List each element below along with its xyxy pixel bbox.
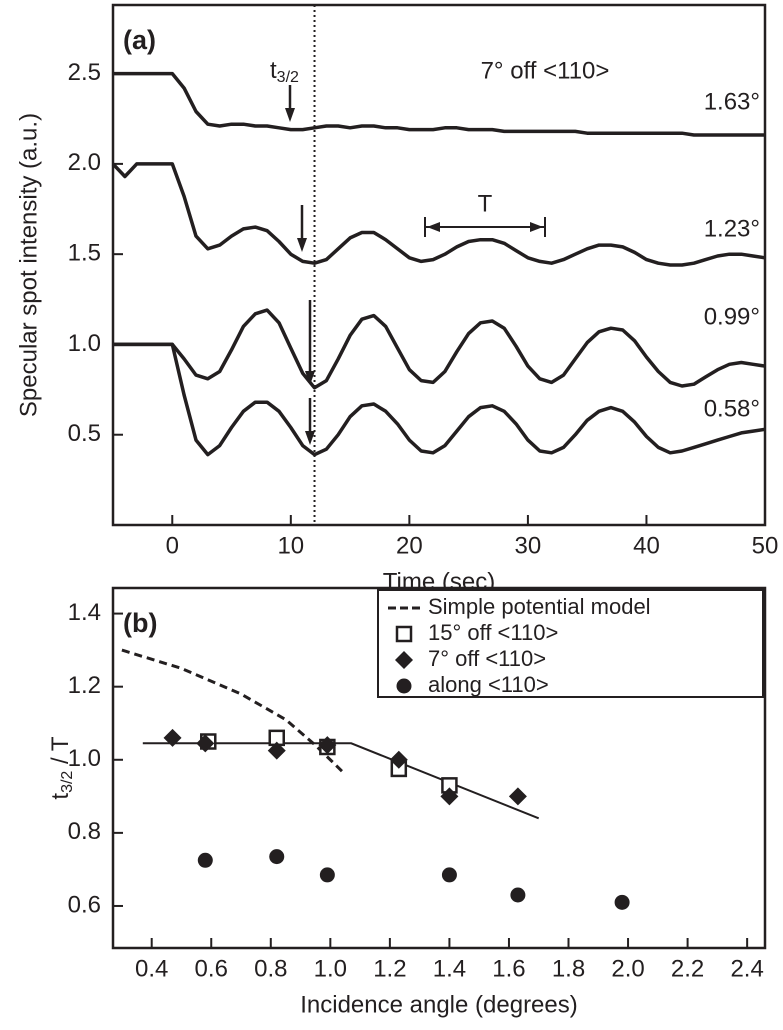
arrow-head [297, 238, 307, 252]
series-label: 0.99° [704, 303, 760, 330]
legend-label: 7° off <110> [428, 646, 546, 671]
x-tick-label: 2.0 [611, 955, 644, 982]
marker-circle [269, 849, 285, 865]
x-tick-label: 20 [396, 532, 423, 559]
marker-diamond [267, 741, 286, 760]
marker-diamond [196, 734, 215, 753]
x-tick-label: 50 [752, 532, 779, 559]
legend-label: 15° off <110> [428, 620, 558, 645]
y-axis-label: t3/2 / T [47, 736, 76, 799]
x-tick-label: 30 [515, 532, 542, 559]
arrow-head [285, 108, 295, 122]
annotation-text: t [270, 57, 277, 84]
legend-symbol [396, 678, 412, 694]
x-tick-label: 1.2 [373, 955, 406, 982]
y-axis-label-text: t [47, 793, 74, 800]
data-line [113, 342, 766, 457]
marker-circle [614, 894, 630, 910]
series-label: 1.63° [704, 88, 760, 115]
y-axis-label-subscript: 3/2 [59, 771, 76, 793]
x-tick-label: 2.2 [671, 955, 704, 982]
y-tick-label: 2.0 [68, 149, 101, 176]
legend-symbol [395, 651, 413, 669]
y-tick-label: 1.2 [68, 672, 101, 699]
model-line [121, 648, 347, 776]
x-tick-label: 0.4 [135, 955, 168, 982]
x-tick-label: 0 [166, 532, 179, 559]
series-label: 1.23° [704, 215, 760, 242]
legend-symbol [395, 625, 413, 643]
y-tick-label: 1.5 [68, 240, 101, 267]
marker-circle [441, 867, 457, 883]
marker-diamond [163, 728, 182, 747]
y-tick-label: 2.5 [68, 59, 101, 86]
marker-diamond [318, 736, 337, 755]
marker-circle [197, 852, 213, 868]
marker-diamond [440, 787, 459, 806]
marker-circle [510, 887, 526, 903]
annotation: 7° off <110> [481, 57, 610, 84]
annotation-subscript: 3/2 [277, 69, 299, 86]
arrow-head [427, 222, 440, 232]
x-tick-label: 1.0 [314, 955, 347, 982]
x-tick-label: 40 [633, 532, 660, 559]
legend-label: along <110> [428, 672, 549, 697]
arrow-head [305, 371, 315, 385]
x-tick-label: 1.4 [433, 955, 466, 982]
y-axis-label-text: / T [47, 736, 74, 771]
panel-label: (b) [123, 608, 157, 638]
x-tick-label: 10 [277, 532, 304, 559]
marker-diamond [508, 787, 527, 806]
x-tick-label: 0.8 [254, 955, 287, 982]
annotation: t3/2 [270, 57, 299, 86]
x-axis-label: Incidence angle (degrees) [300, 991, 578, 1018]
data-line [111, 162, 766, 267]
y-tick-label: 0.6 [68, 891, 101, 918]
plot-frame [111, 3, 767, 527]
arrow-head [305, 431, 315, 445]
marker-diamond [389, 750, 408, 769]
x-tick-label: 1.6 [492, 955, 525, 982]
y-tick-label: 1.0 [68, 330, 101, 357]
arrow-head [530, 222, 543, 232]
legend-box [377, 589, 764, 698]
x-tick-label: 1.8 [552, 955, 585, 982]
y-tick-label: 0.8 [68, 818, 101, 845]
y-tick-label: 1.0 [68, 745, 101, 772]
data-line [113, 71, 765, 137]
x-tick-label: 2.4 [730, 955, 763, 982]
legend-label: Simple potential model [428, 594, 651, 619]
plot-frame [111, 586, 767, 950]
y-axis-label: Specular spot intensity (a.u.) [15, 113, 42, 417]
series-label: 0.58° [704, 395, 760, 422]
x-tick-label: 0.6 [195, 955, 228, 982]
y-tick-label: 0.5 [68, 420, 101, 447]
fit-line [142, 742, 540, 820]
y-tick-label: 1.4 [68, 599, 101, 626]
annotation: T [478, 190, 493, 217]
marker-circle [319, 867, 335, 883]
data-line [113, 308, 766, 390]
panel-label: (a) [123, 25, 156, 55]
